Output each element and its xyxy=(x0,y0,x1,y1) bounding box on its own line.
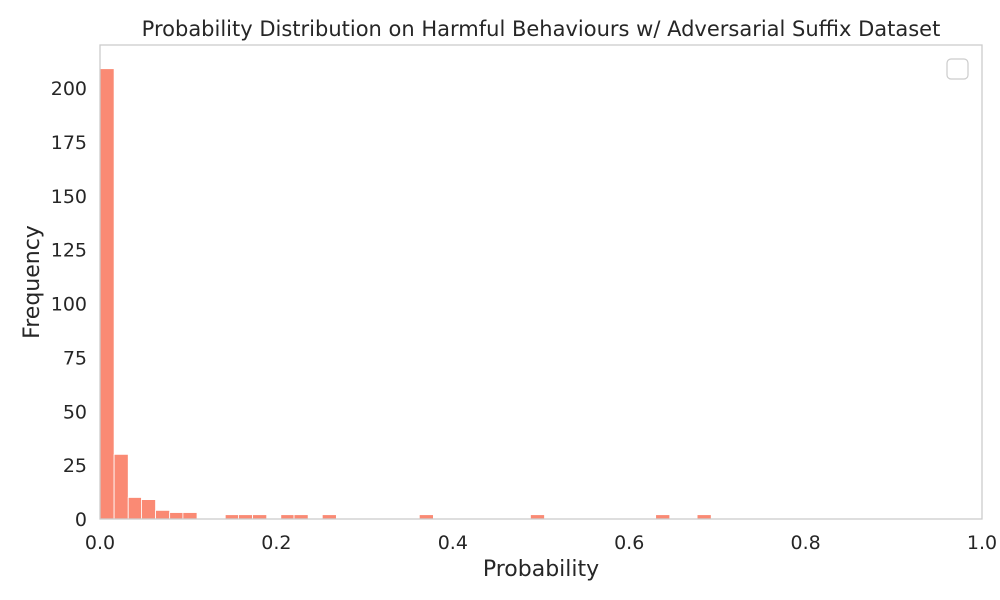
y-tick-label: 125 xyxy=(51,240,87,262)
y-tick-label: 25 xyxy=(63,455,87,477)
y-tick-label: 100 xyxy=(51,294,87,316)
chart-title: Probability Distribution on Harmful Beha… xyxy=(142,17,941,41)
x-tick-label: 0.4 xyxy=(438,532,468,554)
histogram-bar xyxy=(155,509,171,520)
y-tick-label: 0 xyxy=(75,509,87,531)
x-tick-label: 0.6 xyxy=(614,532,644,554)
y-tick-label: 75 xyxy=(63,347,87,369)
y-axis-label: Frequency xyxy=(20,225,45,339)
bars-group xyxy=(99,68,712,520)
x-tick-label: 0.8 xyxy=(790,532,820,554)
plot-frame xyxy=(99,44,983,520)
histogram-bar xyxy=(113,453,129,520)
histogram-bar xyxy=(141,499,156,520)
x-tick-label: 0.2 xyxy=(261,532,291,554)
legend-box xyxy=(946,58,969,80)
y-tick-label: 200 xyxy=(51,78,87,100)
y-tick-label: 50 xyxy=(63,401,87,423)
histogram-bar xyxy=(127,497,142,520)
histogram-bar xyxy=(99,68,115,520)
histogram-bar xyxy=(169,512,184,520)
x-tick-label: 0.0 xyxy=(85,532,115,554)
x-axis-label: Probability xyxy=(483,557,599,582)
x-ticks: 0.0 0.2 0.4 0.6 0.8 1.0 xyxy=(85,532,997,554)
histogram-bar xyxy=(182,512,198,520)
x-tick-label: 1.0 xyxy=(967,532,997,554)
y-tick-label: 175 xyxy=(51,132,87,154)
y-tick-label: 150 xyxy=(51,186,87,208)
y-ticks: 0 25 50 75 100 125 150 175 200 xyxy=(51,78,87,531)
